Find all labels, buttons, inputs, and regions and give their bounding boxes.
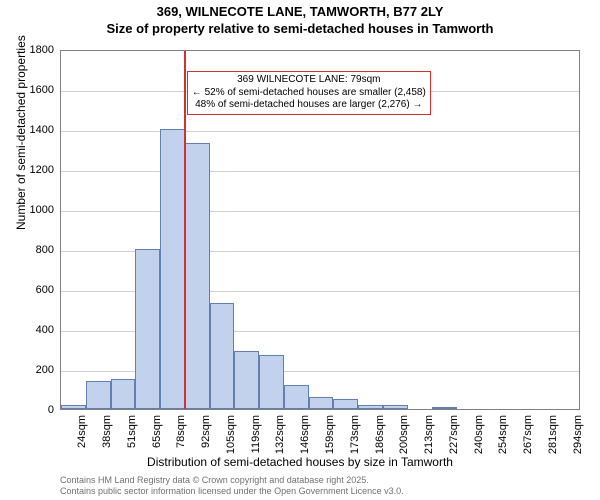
- gridline: [61, 211, 579, 212]
- y-tick-label: 800: [14, 244, 54, 256]
- histogram-bar: [135, 249, 160, 409]
- x-axis-label: Distribution of semi-detached houses by …: [0, 455, 600, 469]
- y-tick-label: 0: [14, 404, 54, 416]
- title-line2: Size of property relative to semi-detach…: [0, 21, 600, 38]
- histogram-bar: [61, 405, 86, 409]
- histogram-bar: [358, 405, 383, 409]
- histogram-bar: [432, 407, 457, 409]
- x-tick-label: 294sqm: [572, 415, 584, 454]
- x-tick-label: 132sqm: [274, 415, 286, 454]
- y-tick-label: 600: [14, 284, 54, 296]
- chart-area: 369 WILNECOTE LANE: 79sqm← 52% of semi-d…: [60, 50, 580, 410]
- x-tick-label: 159sqm: [324, 415, 336, 454]
- subject-marker-line: [184, 51, 186, 409]
- x-tick-label: 92sqm: [200, 415, 212, 448]
- title-line1: 369, WILNECOTE LANE, TAMWORTH, B77 2LY: [0, 4, 600, 21]
- plot-area: 369 WILNECOTE LANE: 79sqm← 52% of semi-d…: [60, 50, 580, 410]
- histogram-bar: [234, 351, 259, 409]
- histogram-bar: [333, 399, 358, 409]
- histogram-bar: [259, 355, 284, 409]
- histogram-bar: [309, 397, 334, 409]
- x-tick-label: 78sqm: [175, 415, 187, 448]
- chart-title-block: 369, WILNECOTE LANE, TAMWORTH, B77 2LY S…: [0, 0, 600, 38]
- histogram-bar: [160, 129, 185, 409]
- x-tick-label: 105sqm: [225, 415, 237, 454]
- gridline: [61, 131, 579, 132]
- y-tick-label: 1000: [14, 204, 54, 216]
- annotation-line: ← 52% of semi-detached houses are smalle…: [192, 87, 426, 100]
- x-tick-label: 173sqm: [349, 415, 361, 454]
- histogram-bar: [111, 379, 136, 409]
- x-tick-label: 65sqm: [151, 415, 163, 448]
- x-tick-label: 240sqm: [473, 415, 485, 454]
- histogram-bar: [210, 303, 235, 409]
- y-tick-label: 1400: [14, 124, 54, 136]
- x-tick-label: 267sqm: [522, 415, 534, 454]
- y-tick-label: 400: [14, 324, 54, 336]
- y-tick-label: 200: [14, 364, 54, 376]
- x-tick-label: 24sqm: [76, 415, 88, 448]
- footer-line1: Contains HM Land Registry data © Crown c…: [60, 475, 404, 486]
- footer-attribution: Contains HM Land Registry data © Crown c…: [60, 475, 404, 497]
- x-tick-label: 51sqm: [126, 415, 138, 448]
- histogram-bar: [86, 381, 111, 409]
- x-tick-label: 38sqm: [101, 415, 113, 448]
- gridline: [61, 171, 579, 172]
- x-tick-label: 281sqm: [547, 415, 559, 454]
- x-tick-label: 119sqm: [250, 415, 262, 453]
- annotation-box: 369 WILNECOTE LANE: 79sqm← 52% of semi-d…: [187, 71, 431, 115]
- footer-line2: Contains public sector information licen…: [60, 486, 404, 497]
- x-tick-label: 186sqm: [374, 415, 386, 454]
- y-tick-label: 1200: [14, 164, 54, 176]
- x-tick-label: 213sqm: [423, 415, 435, 454]
- histogram-bar: [383, 405, 408, 409]
- x-tick-label: 146sqm: [299, 415, 311, 454]
- histogram-bar: [185, 143, 210, 409]
- y-tick-label: 1800: [14, 44, 54, 56]
- x-tick-label: 227sqm: [448, 415, 460, 454]
- x-tick-label: 200sqm: [398, 415, 410, 454]
- y-tick-label: 1600: [14, 84, 54, 96]
- annotation-line: 369 WILNECOTE LANE: 79sqm: [192, 74, 426, 87]
- x-tick-label: 254sqm: [497, 415, 509, 454]
- histogram-bar: [284, 385, 309, 409]
- annotation-line: 48% of semi-detached houses are larger (…: [192, 99, 426, 112]
